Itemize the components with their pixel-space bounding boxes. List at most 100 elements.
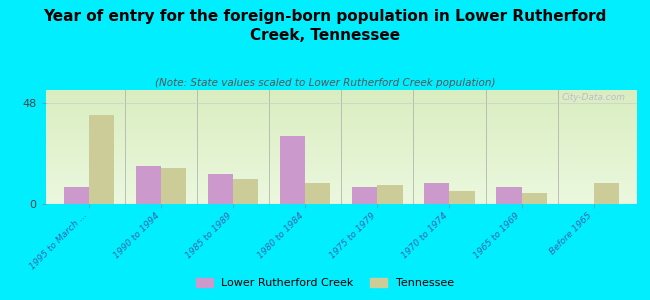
Bar xyxy=(46,96,637,97)
Bar xyxy=(46,189,637,190)
Bar xyxy=(46,165,637,166)
Bar xyxy=(46,149,637,150)
Text: City-Data.com: City-Data.com xyxy=(561,93,625,102)
Bar xyxy=(46,140,637,141)
Bar xyxy=(46,100,637,101)
Bar xyxy=(46,110,637,111)
Bar xyxy=(497,187,521,204)
Bar xyxy=(46,192,637,193)
Bar xyxy=(46,128,637,129)
Bar xyxy=(46,97,637,98)
Bar xyxy=(46,143,637,144)
Bar xyxy=(89,115,114,204)
Bar xyxy=(46,124,637,125)
Bar xyxy=(46,179,637,180)
Bar xyxy=(46,123,637,124)
Bar xyxy=(46,114,637,115)
Bar xyxy=(46,195,637,196)
Bar xyxy=(46,112,637,113)
Bar xyxy=(46,150,637,151)
Bar xyxy=(46,187,637,188)
Bar xyxy=(46,159,637,160)
Bar xyxy=(46,185,637,186)
Bar xyxy=(46,121,637,122)
Bar xyxy=(46,180,637,181)
Bar xyxy=(46,132,637,133)
Bar xyxy=(46,145,637,146)
Bar xyxy=(46,197,637,198)
Bar xyxy=(46,137,637,138)
Bar xyxy=(46,152,637,153)
Bar xyxy=(46,186,637,187)
Bar xyxy=(46,171,637,172)
Bar xyxy=(161,168,186,204)
Bar xyxy=(46,122,637,123)
Bar xyxy=(46,154,637,155)
Bar xyxy=(46,183,637,184)
Bar xyxy=(136,166,161,204)
Bar xyxy=(46,174,637,175)
Bar xyxy=(46,125,637,126)
Bar xyxy=(46,188,637,189)
Bar xyxy=(46,93,637,94)
Bar xyxy=(46,156,637,157)
Bar xyxy=(46,103,637,104)
Bar xyxy=(46,198,637,199)
Bar xyxy=(46,126,637,127)
Bar xyxy=(46,202,637,203)
Bar xyxy=(46,167,637,168)
Bar xyxy=(46,134,637,135)
Text: Year of entry for the foreign-born population in Lower Rutherford
Creek, Tenness: Year of entry for the foreign-born popul… xyxy=(44,9,606,43)
Bar xyxy=(46,120,637,121)
Bar xyxy=(46,107,637,108)
Legend: Lower Rutherford Creek, Tennessee: Lower Rutherford Creek, Tennessee xyxy=(192,274,458,291)
Bar xyxy=(46,161,637,162)
Bar xyxy=(46,181,637,182)
Bar xyxy=(46,162,637,163)
Bar xyxy=(46,111,637,112)
Bar xyxy=(46,138,637,139)
Bar xyxy=(46,129,637,130)
Bar xyxy=(46,105,637,106)
Bar xyxy=(46,146,637,147)
Bar xyxy=(449,191,474,204)
Bar xyxy=(46,177,637,178)
Bar xyxy=(46,95,637,96)
Bar xyxy=(46,164,637,165)
Bar xyxy=(46,172,637,173)
Bar xyxy=(46,131,637,132)
Bar xyxy=(46,90,637,91)
Bar xyxy=(46,142,637,143)
Bar xyxy=(46,101,637,102)
Bar xyxy=(46,157,637,158)
Bar xyxy=(46,163,637,164)
Bar xyxy=(46,200,637,201)
Bar xyxy=(46,117,637,118)
Bar xyxy=(46,151,637,152)
Bar xyxy=(352,187,377,204)
Bar xyxy=(46,191,637,192)
Bar xyxy=(46,168,637,169)
Bar xyxy=(46,190,637,191)
Bar xyxy=(46,169,637,170)
Bar xyxy=(377,185,402,204)
Bar xyxy=(46,155,637,156)
Bar xyxy=(46,148,637,149)
Bar xyxy=(46,147,637,148)
Text: (Note: State values scaled to Lower Rutherford Creek population): (Note: State values scaled to Lower Ruth… xyxy=(155,78,495,88)
Bar xyxy=(46,203,637,204)
Bar xyxy=(46,196,637,197)
Bar xyxy=(46,135,637,136)
Bar xyxy=(593,183,619,204)
Bar xyxy=(233,179,258,204)
Bar xyxy=(46,136,637,137)
Bar xyxy=(208,174,233,204)
Bar xyxy=(46,153,637,154)
Bar xyxy=(521,194,547,204)
Bar xyxy=(46,94,637,95)
Bar xyxy=(46,158,637,159)
Bar xyxy=(46,178,637,179)
Bar xyxy=(46,102,637,103)
Bar xyxy=(46,139,637,140)
Bar xyxy=(46,176,637,177)
